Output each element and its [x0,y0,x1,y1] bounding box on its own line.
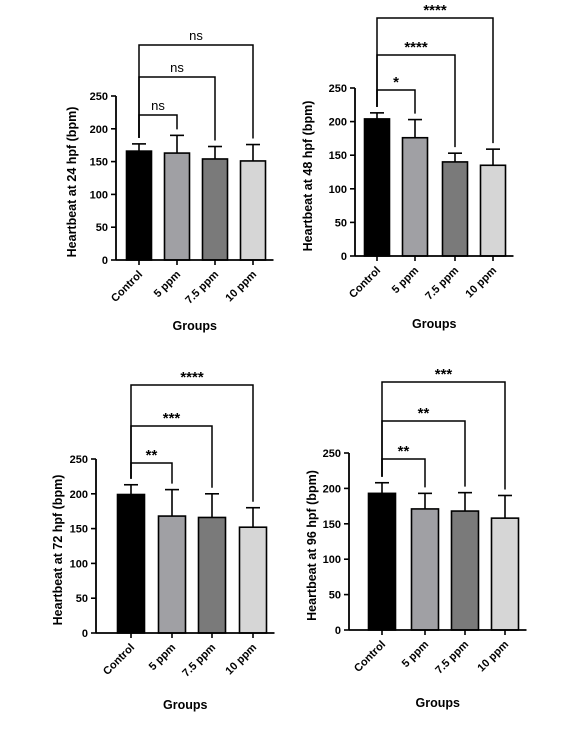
y-tick-label: 250 [329,83,347,95]
bar-10-ppm [238,526,268,634]
x-tick-label: Control [347,265,383,301]
y-tick-label: 100 [329,184,347,196]
x-tick-label: 7.5 ppm [180,641,218,679]
y-tick-label: 150 [323,519,341,531]
significance-label: ** [398,443,410,460]
y-tick-label: 100 [70,558,88,570]
y-tick-label: 200 [90,124,108,136]
bar-7-5-ppm [441,161,469,257]
x-tick-label: 5 ppm [152,268,184,300]
significance-label: * [393,74,399,91]
y-tick-label: 0 [341,251,347,263]
y-tick-label: 250 [70,454,88,466]
bar-control [363,118,391,257]
significance-label: *** [435,366,453,383]
y-tick-label: 250 [323,448,341,460]
y-axis-title: Heartbeat at 72 hpf (bpm) [51,475,65,626]
x-tick-label: 7.5 ppm [183,268,221,306]
x-axis-title: Groups [163,698,207,712]
x-tick-label: 10 ppm [463,264,499,300]
significance-label: ** [146,447,158,464]
significance-label: **** [180,369,204,386]
bar-5-ppm [163,152,191,261]
y-axis-title: Heartbeat at 96 hpf (bpm) [305,470,319,621]
significance-label: **** [423,2,447,19]
x-tick-label: 10 ppm [223,641,259,677]
x-axis-title: Groups [173,319,217,333]
x-tick-label: Control [109,269,145,305]
significance-bracket [376,89,416,114]
chart-panel-1: 0 50 100 150 200 250 Control 5 ppm 7.5 ppm 10 ppm… [65,28,274,333]
y-tick-label: 200 [329,117,347,129]
y-tick-label: 0 [102,255,108,267]
y-tick-label: 100 [90,189,108,201]
x-tick-label: 5 ppm [147,641,179,673]
x-axis-title: Groups [412,317,456,331]
significance-bracket [138,114,178,138]
significance-bracket [130,462,173,484]
x-tick-label: 5 ppm [400,638,432,670]
significance-label: ns [151,98,165,113]
bar-5-ppm [401,136,429,257]
x-tick-label: Control [352,639,388,675]
y-tick-label: 200 [70,489,88,501]
x-tick-label: 7.5 ppm [423,264,461,302]
bar-10-ppm [479,164,507,257]
y-tick-label: 150 [90,157,108,169]
significance-bracket [381,381,506,490]
bar-7-5-ppm [450,510,480,631]
bar-control [367,492,397,631]
significance-bracket [381,420,466,487]
y-tick-label: 0 [335,625,341,637]
y-tick-label: 100 [323,554,341,566]
significance-label: **** [404,39,428,56]
y-tick-label: 50 [335,217,347,229]
y-tick-label: 50 [329,590,341,602]
y-tick-label: 250 [90,91,108,103]
chart-panel-3: 0 50 100 150 200 250 Control 5 ppm 7.5 ppm 10 ppm… [51,369,275,712]
bar-control [125,150,153,261]
bar-5-ppm [410,508,440,631]
bar-5-ppm [157,515,187,634]
significance-label: ** [418,405,430,422]
chart-panel-4: 0 50 100 150 200 250 Control 5 ppm 7.5 ppm 10 ppm… [305,366,527,710]
x-axis-title: Groups [416,696,460,710]
bar-7-5-ppm [201,158,229,261]
y-tick-label: 200 [323,483,341,495]
significance-label: ns [189,28,203,43]
significance-bracket [376,17,494,144]
y-tick-label: 150 [70,524,88,536]
significance-bracket [138,44,254,139]
x-tick-label: 10 ppm [475,638,511,674]
x-tick-label: 5 ppm [390,264,422,296]
y-axis-title: Heartbeat at 48 hpf (bpm) [301,101,315,252]
x-tick-label: 10 ppm [223,268,259,304]
y-tick-label: 50 [96,222,108,234]
significance-label: *** [163,410,181,427]
x-tick-label: 7.5 ppm [433,638,471,676]
x-tick-label: Control [101,642,137,678]
bar-10-ppm [239,160,267,261]
bar-7-5-ppm [197,516,227,634]
y-axis-title: Heartbeat at 24 hpf (bpm) [65,107,79,258]
significance-label: ns [170,60,184,75]
significance-bracket [130,384,254,502]
chart-panel-2: 0 50 100 150 200 250 Control 5 ppm 7.5 ppm 10 ppm… [301,2,514,331]
y-tick-label: 0 [82,628,88,640]
bar-control [116,493,146,634]
y-tick-label: 50 [76,593,88,605]
y-tick-label: 150 [329,150,347,162]
bar-10-ppm [490,517,520,631]
